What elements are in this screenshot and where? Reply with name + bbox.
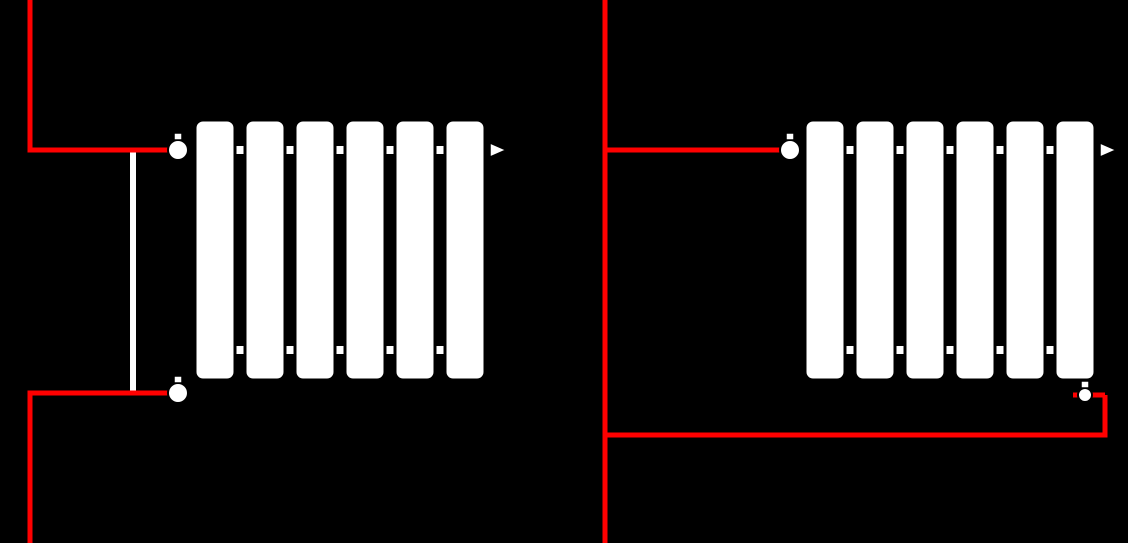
radiator-fin bbox=[955, 120, 995, 380]
valve-body bbox=[1078, 388, 1092, 402]
radiator-fin bbox=[195, 120, 235, 380]
radiator-fin bbox=[445, 120, 485, 380]
radiator-fin bbox=[345, 120, 385, 380]
left-bypass-pipe bbox=[130, 153, 136, 391]
valve-body bbox=[780, 140, 800, 160]
valve-cap bbox=[174, 133, 182, 140]
radiator-fin bbox=[295, 120, 335, 380]
radiator-fin bbox=[1055, 120, 1095, 380]
radiator-fin bbox=[905, 120, 945, 380]
radiator-piping-diagram bbox=[0, 0, 1128, 543]
radiator-fin bbox=[245, 120, 285, 380]
valve-body bbox=[168, 140, 188, 160]
radiator-fin bbox=[805, 120, 845, 380]
valve-body bbox=[168, 383, 188, 403]
radiator-fin bbox=[855, 120, 895, 380]
valve-cap bbox=[174, 376, 182, 383]
valve-cap bbox=[1081, 381, 1089, 388]
valve-cap bbox=[786, 133, 794, 140]
radiator-fin bbox=[1005, 120, 1045, 380]
radiator-fin bbox=[395, 120, 435, 380]
